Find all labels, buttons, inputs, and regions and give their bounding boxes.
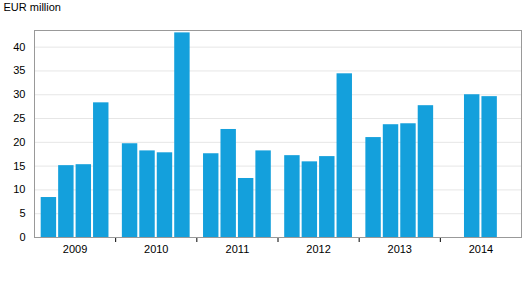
svg-text:2009: 2009 (63, 243, 87, 255)
svg-text:10: 10 (13, 183, 25, 195)
svg-text:2013: 2013 (388, 243, 412, 255)
svg-text:2012: 2012 (306, 243, 330, 255)
svg-text:40: 40 (13, 41, 25, 53)
svg-text:EUR million: EUR million (4, 1, 61, 13)
svg-text:15: 15 (13, 160, 25, 172)
svg-text:20: 20 (13, 136, 25, 148)
svg-text:35: 35 (13, 64, 25, 76)
svg-text:2014: 2014 (469, 243, 493, 255)
svg-text:30: 30 (13, 88, 25, 100)
svg-text:2011: 2011 (226, 243, 250, 255)
svg-text:2010: 2010 (144, 243, 168, 255)
svg-text:5: 5 (19, 207, 25, 219)
svg-text:0: 0 (19, 231, 25, 243)
svg-text:25: 25 (13, 112, 25, 124)
